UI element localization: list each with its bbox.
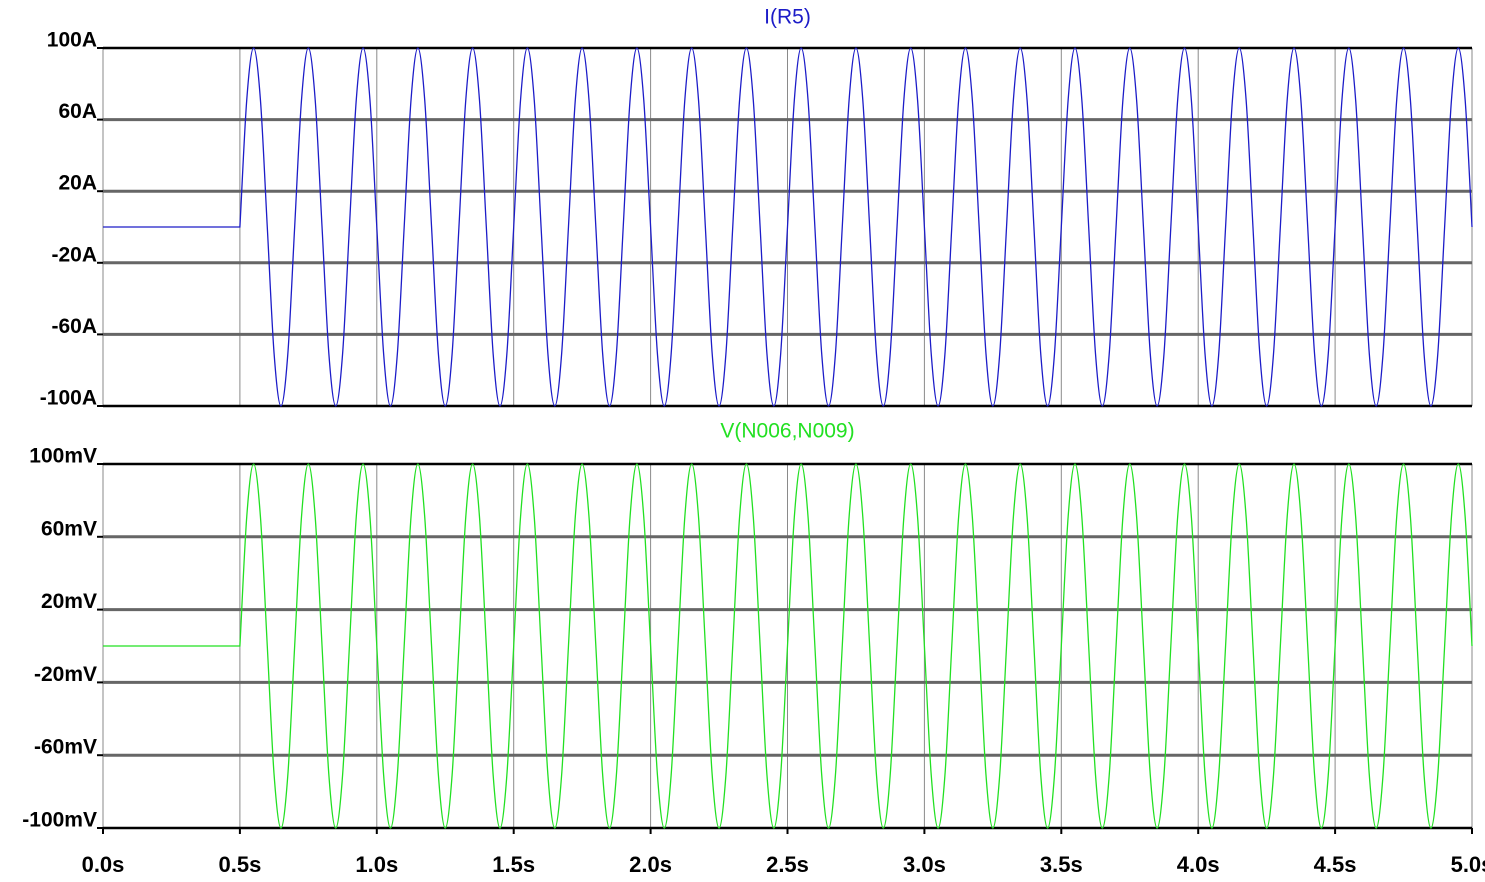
y-tick-label: 100mV [29, 445, 97, 468]
y-tick-label: -20mV [34, 663, 97, 686]
trace [103, 463, 1473, 829]
y-tick-label: 60mV [41, 517, 97, 540]
x-tick-label: 1.5s [492, 852, 535, 877]
x-tick-label: 1.0s [355, 852, 398, 877]
y-tick-label: -60A [51, 315, 97, 338]
y-tick-label: -20A [51, 243, 97, 266]
x-tick-label: 3.5s [1040, 852, 1083, 877]
x-tick-label: 2.5s [766, 852, 809, 877]
y-tick-label: -100A [40, 387, 97, 410]
x-tick-label: 0.0s [82, 852, 125, 877]
x-tick-label: 0.5s [218, 852, 261, 877]
x-tick-label: 2.0s [629, 852, 672, 877]
y-tick-label: 20mV [41, 590, 97, 613]
trace [103, 47, 1473, 407]
y-tick-label: 100A [47, 29, 97, 52]
y-tick-label: 60A [58, 100, 97, 123]
y-tick-label: -60mV [34, 736, 97, 759]
x-tick-label: 3.0s [903, 852, 946, 877]
pane-title: V(N006,N009) [720, 420, 854, 443]
x-tick-label: 4.0s [1177, 852, 1220, 877]
x-tick-label: 5.0s [1451, 852, 1485, 877]
pane-title: I(R5) [764, 6, 811, 29]
y-tick-label: 20A [58, 172, 97, 195]
x-tick-label: 4.5s [1314, 852, 1357, 877]
y-tick-label: -100mV [22, 809, 97, 832]
